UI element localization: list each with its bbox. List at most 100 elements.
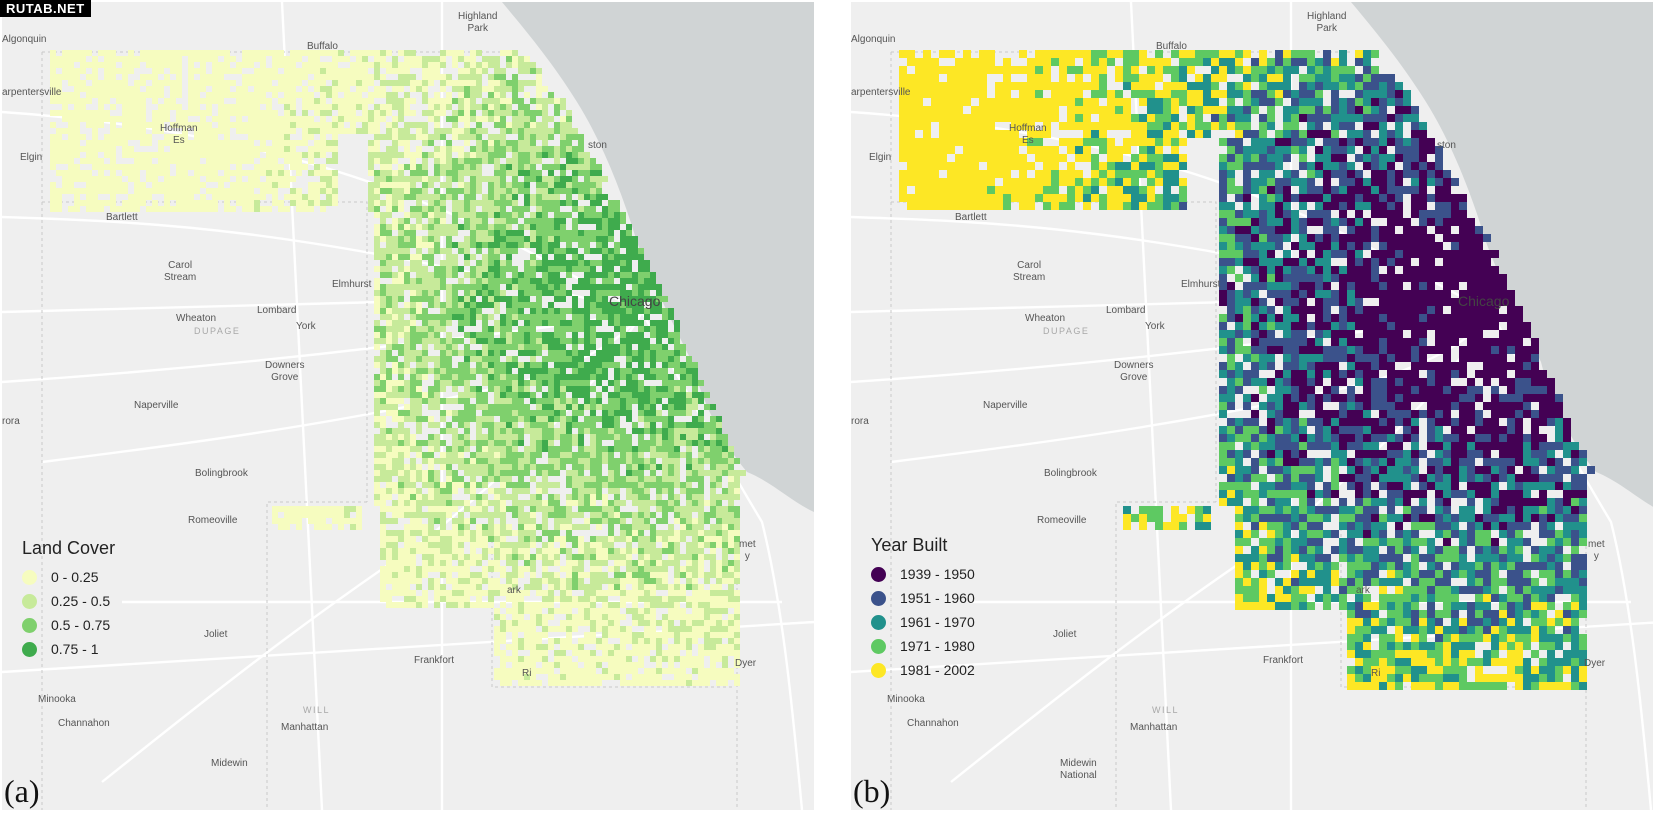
legend-label: 1939 - 1950 (900, 566, 975, 582)
place-evanston: ston (588, 140, 607, 151)
place-buffalo-grove: Buffalo (307, 41, 338, 52)
place-wheaton: Wheaton (1025, 313, 1066, 324)
place-elgin: Elgin (20, 152, 43, 163)
legend-year-built: Year Built 1939 - 1950 1951 - 1960 1961 … (871, 535, 975, 682)
place-calumet-city: met y (739, 539, 756, 562)
county-will: WILL (303, 705, 331, 715)
place-aurora: rora (851, 416, 869, 427)
place-elmhurst: Elmhurst (332, 279, 372, 290)
place-buffalo-grove: Buffalo (1156, 41, 1187, 52)
legend-item: 1961 - 1970 (871, 610, 975, 634)
place-richton-park: Ri (1371, 668, 1381, 679)
place-carol-stream: Carol Stream (1013, 260, 1046, 283)
legend-items: 0 - 0.25 0.25 - 0.5 0.5 - 0.75 0.75 - 1 (22, 565, 115, 661)
legend-swatch (871, 590, 886, 606)
place-dyer: Dyer (735, 658, 757, 669)
place-naperville: Naperville (983, 400, 1028, 411)
county-dupage: DUPAGE (194, 326, 241, 336)
county-dupage: DUPAGE (1043, 326, 1090, 336)
legend-item: 0.75 - 1 (22, 637, 115, 661)
place-wheaton: Wheaton (176, 313, 217, 324)
place-channahon: Channahon (58, 718, 110, 729)
place-highland-park: Highland Park (458, 11, 498, 34)
legend-item: 0.5 - 0.75 (22, 613, 115, 637)
legend-item: 0 - 0.25 (22, 565, 115, 589)
place-lombard: Lombard (257, 305, 297, 316)
legend-swatch (22, 593, 37, 609)
place-bartlett: Bartlett (106, 212, 138, 223)
place-algonquin: Algonquin (851, 34, 896, 45)
legend-swatch (22, 617, 37, 633)
legend-swatch (22, 569, 37, 585)
land-cover-overlay (50, 50, 746, 686)
legend-label: 0.5 - 0.75 (51, 617, 111, 633)
place-midewin-national: National (1060, 770, 1097, 781)
legend-items: 1939 - 1950 1951 - 1960 1961 - 1970 1971… (871, 562, 975, 682)
place-lombard: Lombard (1106, 305, 1146, 316)
place-bolingbrook: Bolingbrook (1044, 468, 1097, 479)
place-romeoville: Romeoville (1037, 515, 1087, 526)
place-dyer: Dyer (1584, 658, 1606, 669)
legend-title: Land Cover (22, 538, 116, 558)
legend-item: 1981 - 2002 (871, 658, 975, 682)
place-joliet: Joliet (1053, 629, 1077, 640)
place-joliet: Joliet (204, 629, 228, 640)
place-highland-park: Highland Park (1307, 11, 1347, 34)
place-richton-park: Ri (522, 668, 532, 679)
place-hoffman-estates: Hoffman Es (160, 123, 198, 146)
county-will: WILL (1152, 705, 1180, 715)
place-manhattan: Manhattan (1130, 722, 1178, 733)
place-park-forest: ark (507, 585, 521, 596)
place-chicago: Chicago (1458, 293, 1510, 309)
map-panel-year-built[interactable]: Algonquin Highland Park Buffalo arpenter… (851, 2, 1653, 810)
place-park-forest: ark (1356, 585, 1370, 596)
place-evanston: ston (1437, 140, 1456, 151)
legend-swatch (871, 566, 886, 582)
place-romeoville: Romeoville (188, 515, 238, 526)
place-midewin: Midewin (1060, 758, 1097, 769)
legend-label: 1951 - 1960 (900, 590, 975, 606)
place-bartlett: Bartlett (955, 212, 987, 223)
map-panel-land-cover[interactable]: Algonquin Highland Park Buffalo arpenter… (2, 2, 814, 810)
place-downers-grove: Downers Grove (1114, 360, 1154, 383)
legend-item: 1951 - 1960 (871, 586, 975, 610)
place-carol-stream: Carol Stream (164, 260, 197, 283)
place-carpentersville: arpentersville (851, 87, 911, 98)
legend-label: 0.75 - 1 (51, 641, 99, 657)
place-calumet-city: met y (1588, 539, 1605, 562)
place-channahon: Channahon (907, 718, 959, 729)
place-carpentersville: arpentersville (2, 87, 62, 98)
place-minooka: Minooka (38, 694, 76, 705)
legend-label: 0 - 0.25 (51, 569, 99, 585)
place-downers-grove: Downers Grove (265, 360, 305, 383)
place-elgin: Elgin (869, 152, 892, 163)
legend-swatch (871, 638, 886, 654)
legend-item: 0.25 - 0.5 (22, 589, 115, 613)
place-aurora: rora (2, 416, 20, 427)
place-naperville: Naperville (134, 400, 179, 411)
place-chicago: Chicago (609, 293, 661, 309)
place-frankfort: Frankfort (1263, 655, 1304, 666)
place-hoffman-estates: Hoffman Es (1009, 123, 1047, 146)
place-york: York (1145, 321, 1165, 332)
place-bolingbrook: Bolingbrook (195, 468, 248, 479)
legend-label: 0.25 - 0.5 (51, 593, 111, 609)
legend-label: 1961 - 1970 (900, 614, 975, 630)
place-manhattan: Manhattan (281, 722, 329, 733)
legend-title: Year Built (871, 535, 948, 555)
place-elmhurst: Elmhurst (1181, 279, 1221, 290)
lake-michigan (502, 2, 814, 512)
legend-label: 1971 - 1980 (900, 638, 975, 654)
place-frankfort: Frankfort (414, 655, 455, 666)
legend-label: 1981 - 2002 (900, 662, 975, 678)
legend-swatch (22, 641, 37, 657)
legend-item: 1939 - 1950 (871, 562, 975, 586)
legend-swatch (871, 614, 886, 630)
legend-item: 1971 - 1980 (871, 634, 975, 658)
year-built-overlay (899, 50, 1595, 690)
watermark: RUTAB.NET (0, 0, 91, 17)
place-york: York (296, 321, 316, 332)
legend-land-cover: Land Cover 0 - 0.25 0.25 - 0.5 0.5 - 0.7… (22, 538, 115, 661)
place-algonquin: Algonquin (2, 34, 47, 45)
legend-swatch (871, 662, 886, 678)
